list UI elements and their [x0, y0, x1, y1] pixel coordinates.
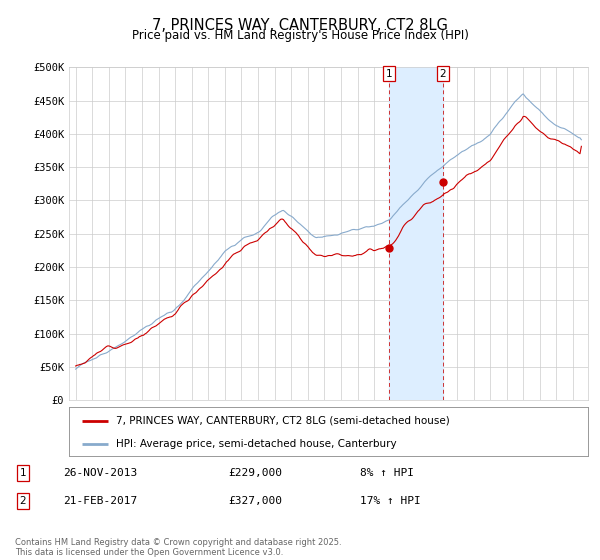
Text: 7, PRINCES WAY, CANTERBURY, CT2 8LG (semi-detached house): 7, PRINCES WAY, CANTERBURY, CT2 8LG (sem… [116, 416, 449, 426]
Text: Price paid vs. HM Land Registry's House Price Index (HPI): Price paid vs. HM Land Registry's House … [131, 29, 469, 42]
Bar [389, 67, 443, 400]
Text: 17% ↑ HPI: 17% ↑ HPI [360, 496, 421, 506]
Text: 2: 2 [19, 496, 26, 506]
Text: Contains HM Land Registry data © Crown copyright and database right 2025.
This d: Contains HM Land Registry data © Crown c… [15, 538, 341, 557]
Text: 1: 1 [386, 69, 392, 79]
Text: 8% ↑ HPI: 8% ↑ HPI [360, 468, 414, 478]
Text: 1: 1 [19, 468, 26, 478]
Text: 2: 2 [440, 69, 446, 79]
Text: 26-NOV-2013: 26-NOV-2013 [63, 468, 137, 478]
Text: £229,000: £229,000 [228, 468, 282, 478]
Text: 21-FEB-2017: 21-FEB-2017 [63, 496, 137, 506]
Text: £327,000: £327,000 [228, 496, 282, 506]
Text: 7, PRINCES WAY, CANTERBURY, CT2 8LG: 7, PRINCES WAY, CANTERBURY, CT2 8LG [152, 18, 448, 33]
Text: HPI: Average price, semi-detached house, Canterbury: HPI: Average price, semi-detached house,… [116, 439, 397, 449]
